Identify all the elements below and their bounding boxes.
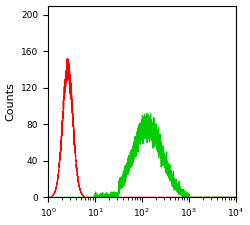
Y-axis label: Counts: Counts	[6, 82, 16, 121]
